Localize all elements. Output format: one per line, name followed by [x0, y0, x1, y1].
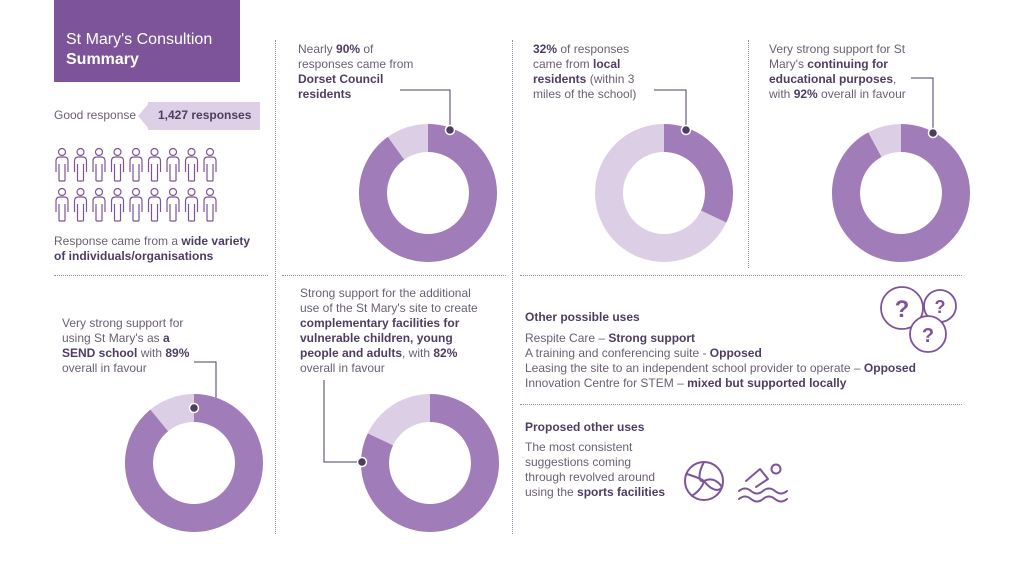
other-use-item: A training and conferencing suite - Oppo…: [525, 346, 762, 360]
question-marks-icon: ? ? ?: [880, 286, 957, 353]
person-icon: [147, 187, 162, 222]
person-icon: [166, 187, 180, 222]
person-icon: [92, 147, 106, 182]
person-icon: [203, 147, 217, 182]
person-icon: [184, 147, 199, 182]
person-icon: [110, 147, 125, 182]
swimmer-icon: [738, 463, 788, 503]
person-icon: [147, 147, 162, 182]
divider-v3: [748, 40, 749, 268]
divider-h4: [520, 404, 962, 405]
donut-complementary: [323, 380, 499, 532]
donut-local-dot: [680, 124, 692, 136]
donut-education-value: [832, 124, 970, 262]
donut-send-value: [125, 394, 263, 532]
proposed-heading: Proposed other uses: [525, 420, 645, 434]
svg-text:?: ?: [922, 325, 934, 347]
person-icon: [73, 187, 88, 222]
responses-count: 1,427 responses: [158, 108, 252, 122]
variety-bold: wide variety of individuals/organisation…: [54, 234, 251, 263]
person-icon: [73, 147, 88, 182]
person-icon: [203, 187, 217, 222]
donut-dorset-value: [359, 124, 497, 262]
title-box: St Mary's Consultion Summary: [54, 0, 240, 82]
badge-arrow: [138, 102, 150, 130]
donut-complementary-value: [361, 394, 499, 532]
divider-v2: [512, 40, 513, 534]
other-uses-heading: Other possible uses: [525, 310, 640, 324]
person-icon: [92, 187, 106, 222]
person-icon: [110, 187, 125, 222]
people-grid: [55, 147, 217, 222]
responses-badge: [148, 102, 260, 130]
responses-label: Good response: [54, 108, 137, 122]
donut-local: [595, 89, 733, 262]
page-title: St Mary's Consultion: [66, 31, 213, 48]
proposed-text: The most consistent suggestions coming t…: [525, 440, 666, 499]
svg-text:?: ?: [895, 296, 910, 323]
stat-local-text: 32% of responses came from local residen…: [533, 42, 637, 101]
stat-dorset-text: Nearly 90% of responses came from Dorset…: [298, 42, 414, 101]
divider-h3: [520, 275, 962, 276]
donut-education: [832, 77, 970, 262]
donut-send: [125, 361, 263, 532]
donut-send-dot: [188, 402, 200, 414]
donut-education-dot: [927, 127, 939, 139]
other-uses-list: Respite Care – Strong support A training…: [525, 331, 945, 391]
other-use-item: Respite Care – Strong support: [525, 331, 696, 345]
volleyball-icon: [684, 461, 724, 501]
donut-local-value: [595, 124, 733, 262]
other-use-item: Innovation Centre for STEM – mixed but s…: [525, 376, 847, 390]
page-subtitle: Summary: [66, 51, 139, 68]
donut-dorset: [359, 89, 497, 262]
stat-education-text: Very strong support for St Mary's contin…: [769, 42, 906, 101]
divider-v1: [275, 40, 276, 534]
svg-text:?: ?: [935, 297, 946, 317]
donut-complementary-dot: [356, 456, 368, 468]
variety-text: Response came from a wide variety of ind…: [54, 234, 251, 263]
person-icon: [55, 147, 69, 182]
person-icon: [129, 187, 143, 222]
donut-dorset-dot: [444, 124, 456, 136]
person-icon: [129, 147, 143, 182]
person-icon: [55, 187, 69, 222]
person-icon: [184, 187, 199, 222]
other-use-item: Leasing the site to an independent schoo…: [525, 361, 916, 375]
stat-complementary-text: Strong support for the additional use of…: [300, 286, 478, 375]
divider-h2: [282, 275, 506, 276]
divider-h1: [54, 275, 268, 276]
person-icon: [166, 147, 180, 182]
stat-send-text: Very strong support for using St Mary's …: [62, 316, 190, 375]
